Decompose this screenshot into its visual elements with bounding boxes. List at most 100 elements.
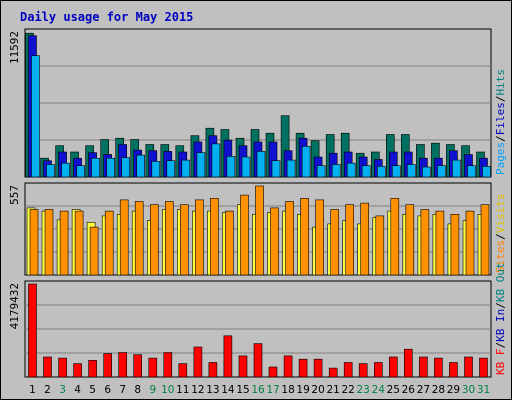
bar-kbytes-kb-f [343,362,353,378]
bar-visits-sites [435,210,445,276]
bar-kbytes-kb-f [403,348,413,378]
bar-kbytes-kb-f [118,352,127,378]
bar-hits-pages [196,152,206,178]
legend-entry: / [494,342,507,349]
bar-kbytes-kb-f [358,363,368,378]
x-tick-label: 12 [191,384,204,396]
x-tick-label: 1 [29,384,36,396]
x-tick-label: 19 [296,384,309,396]
bar-kbytes-kb-f [58,357,67,378]
x-tick-label: 30 [462,384,475,396]
x-tick-label: 29 [447,384,460,396]
bar-visits-sites [480,204,490,276]
bar-visits-sites [89,226,99,276]
x-tick-label: 23 [357,384,370,396]
bar-kbytes-kb-f [328,367,338,378]
bar-visits-sites [165,201,174,276]
bar-hits-pages [91,157,100,178]
bar-visits-sites [450,214,460,276]
bar-kbytes-kb-f [253,343,263,378]
bar-hits-pages [46,164,55,178]
bar-kbytes-kb-f [208,362,218,378]
x-tick-label: 27 [417,384,430,396]
bar-hits-pages [31,55,40,178]
bar-hits-pages [391,165,401,178]
x-tick-label: 18 [281,384,294,396]
x-tick-label: 2 [44,384,51,396]
bar-kbytes-kb-f [268,366,278,378]
legend-entry: Visits [494,194,507,234]
bar-kbytes-kb-f [419,356,428,378]
bar-visits-sites [390,198,400,276]
bar-hits-pages [422,166,431,178]
x-tick-label: 14 [221,384,235,396]
bar-visits-sites [195,199,204,276]
bar-hits-pages [346,162,356,178]
x-tick-label: 26 [402,384,416,396]
chart-panels: 11592Pages/Files/Hits557Sites/Visits4179… [8,28,507,378]
bar-hits-pages [166,160,176,178]
legend-entry: Sites [494,240,507,273]
legend-entry: Pages [494,142,507,175]
bar-visits-sites [405,204,415,276]
bar-kbytes-kb-f [148,357,158,378]
x-tick-label: 4 [74,384,81,396]
bar-visits-sites [134,201,144,276]
panel-kbytes-legend: KB F/KB In/KB Out [494,262,507,375]
bar-hits-pages [301,146,311,178]
bar-kbytes-kb-f [238,355,248,378]
bar-visits-sites [104,210,114,276]
x-tick-label: 31 [477,384,490,396]
legend-entry: KB In [494,309,507,342]
bar-hits-pages [151,161,161,178]
bar-visits-sites [44,209,54,276]
bar-kbytes-kb-f [449,362,458,378]
bar-hits-pages [76,165,85,178]
panel-hits: 11592 Pages/Files/Hits [8,28,507,178]
bar-hits-pages [331,164,341,178]
bar-hits-pages [226,156,236,178]
bar-visits-sites [360,202,370,276]
legend-entry: / [494,135,507,142]
bar-visits-sites [300,198,309,276]
legend-entry: / [494,233,507,240]
bar-hits-pages [452,159,461,178]
bar-hits-pages [241,156,251,178]
x-tick-label: 16 [251,384,265,396]
bar-visits-sites [29,209,39,276]
bar-kbytes-kb-f [73,363,82,378]
x-tick-label: 11 [176,384,189,396]
x-tick-label: 24 [372,384,386,396]
bar-visits-sites [74,210,84,276]
bar-kbytes-kb-f [43,356,52,378]
bar-kbytes-kb-f [178,363,188,378]
bar-visits-sites [210,198,219,276]
bar-visits-sites [150,204,159,276]
bar-visits-sites [270,207,279,276]
bar-visits-sites [119,199,129,276]
panel-visits: 557 Sites/Visits [8,182,507,276]
bar-visits-sites [59,210,69,276]
bar-visits-sites [465,210,475,276]
panel-hits-scale-label: 11592 [8,31,21,64]
bar-kbytes-kb-f [373,362,383,378]
x-tick-label: 17 [266,384,279,396]
legend-entry: KB Out [494,262,507,302]
panel-visits-scale-label: 557 [8,185,21,205]
x-tick-label: 9 [149,384,156,396]
x-tick-label: 21 [327,384,340,396]
bar-visits-sites [180,204,189,276]
bar-kbytes-kb-f [133,354,142,378]
legend-entry: Files [494,102,507,135]
bar-hits-pages [482,166,491,178]
panel-hits-legend: Pages/Files/Hits [494,69,507,175]
x-tick-label: 13 [206,384,219,396]
bar-kbytes-kb-f [388,356,398,378]
bar-visits-sites [285,201,294,276]
bar-kbytes-kb-f [434,357,443,378]
bar-kbytes-kb-f [313,358,323,378]
bar-kbytes-kb-f [88,359,97,378]
bar-hits-pages [467,165,476,178]
x-tick-label: 6 [104,384,111,396]
